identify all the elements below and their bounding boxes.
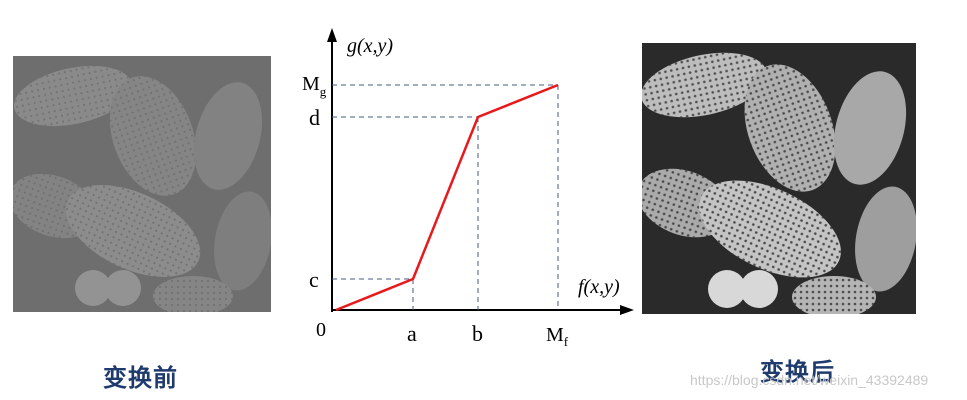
origin-label: 0	[316, 319, 326, 341]
guide-lines	[332, 84, 559, 310]
y-tick-d: d	[309, 105, 320, 130]
y-axis-label: g(x,y)	[347, 35, 393, 57]
caption-before: 变换前	[103, 364, 178, 392]
x-tick-mf: Mf	[546, 324, 569, 349]
x-axis-label: f(x,y)	[578, 276, 620, 298]
x-tick-a: a	[407, 321, 417, 346]
after-pollen-illustration	[642, 43, 916, 314]
before-pollen-illustration	[13, 56, 271, 312]
y-axis-arrow	[327, 28, 337, 42]
transform-curve	[335, 83, 559, 312]
caption-after: 变换后	[760, 358, 835, 386]
watermark: https://blog.csdn.net/weixin_43392489	[690, 372, 929, 388]
y-tick-c: c	[309, 267, 319, 292]
x-axis-arrow	[620, 305, 634, 315]
before-image	[13, 56, 271, 312]
x-tick-b: b	[472, 321, 483, 346]
y-tick-mg: Mg	[302, 73, 327, 99]
after-image	[642, 43, 916, 314]
